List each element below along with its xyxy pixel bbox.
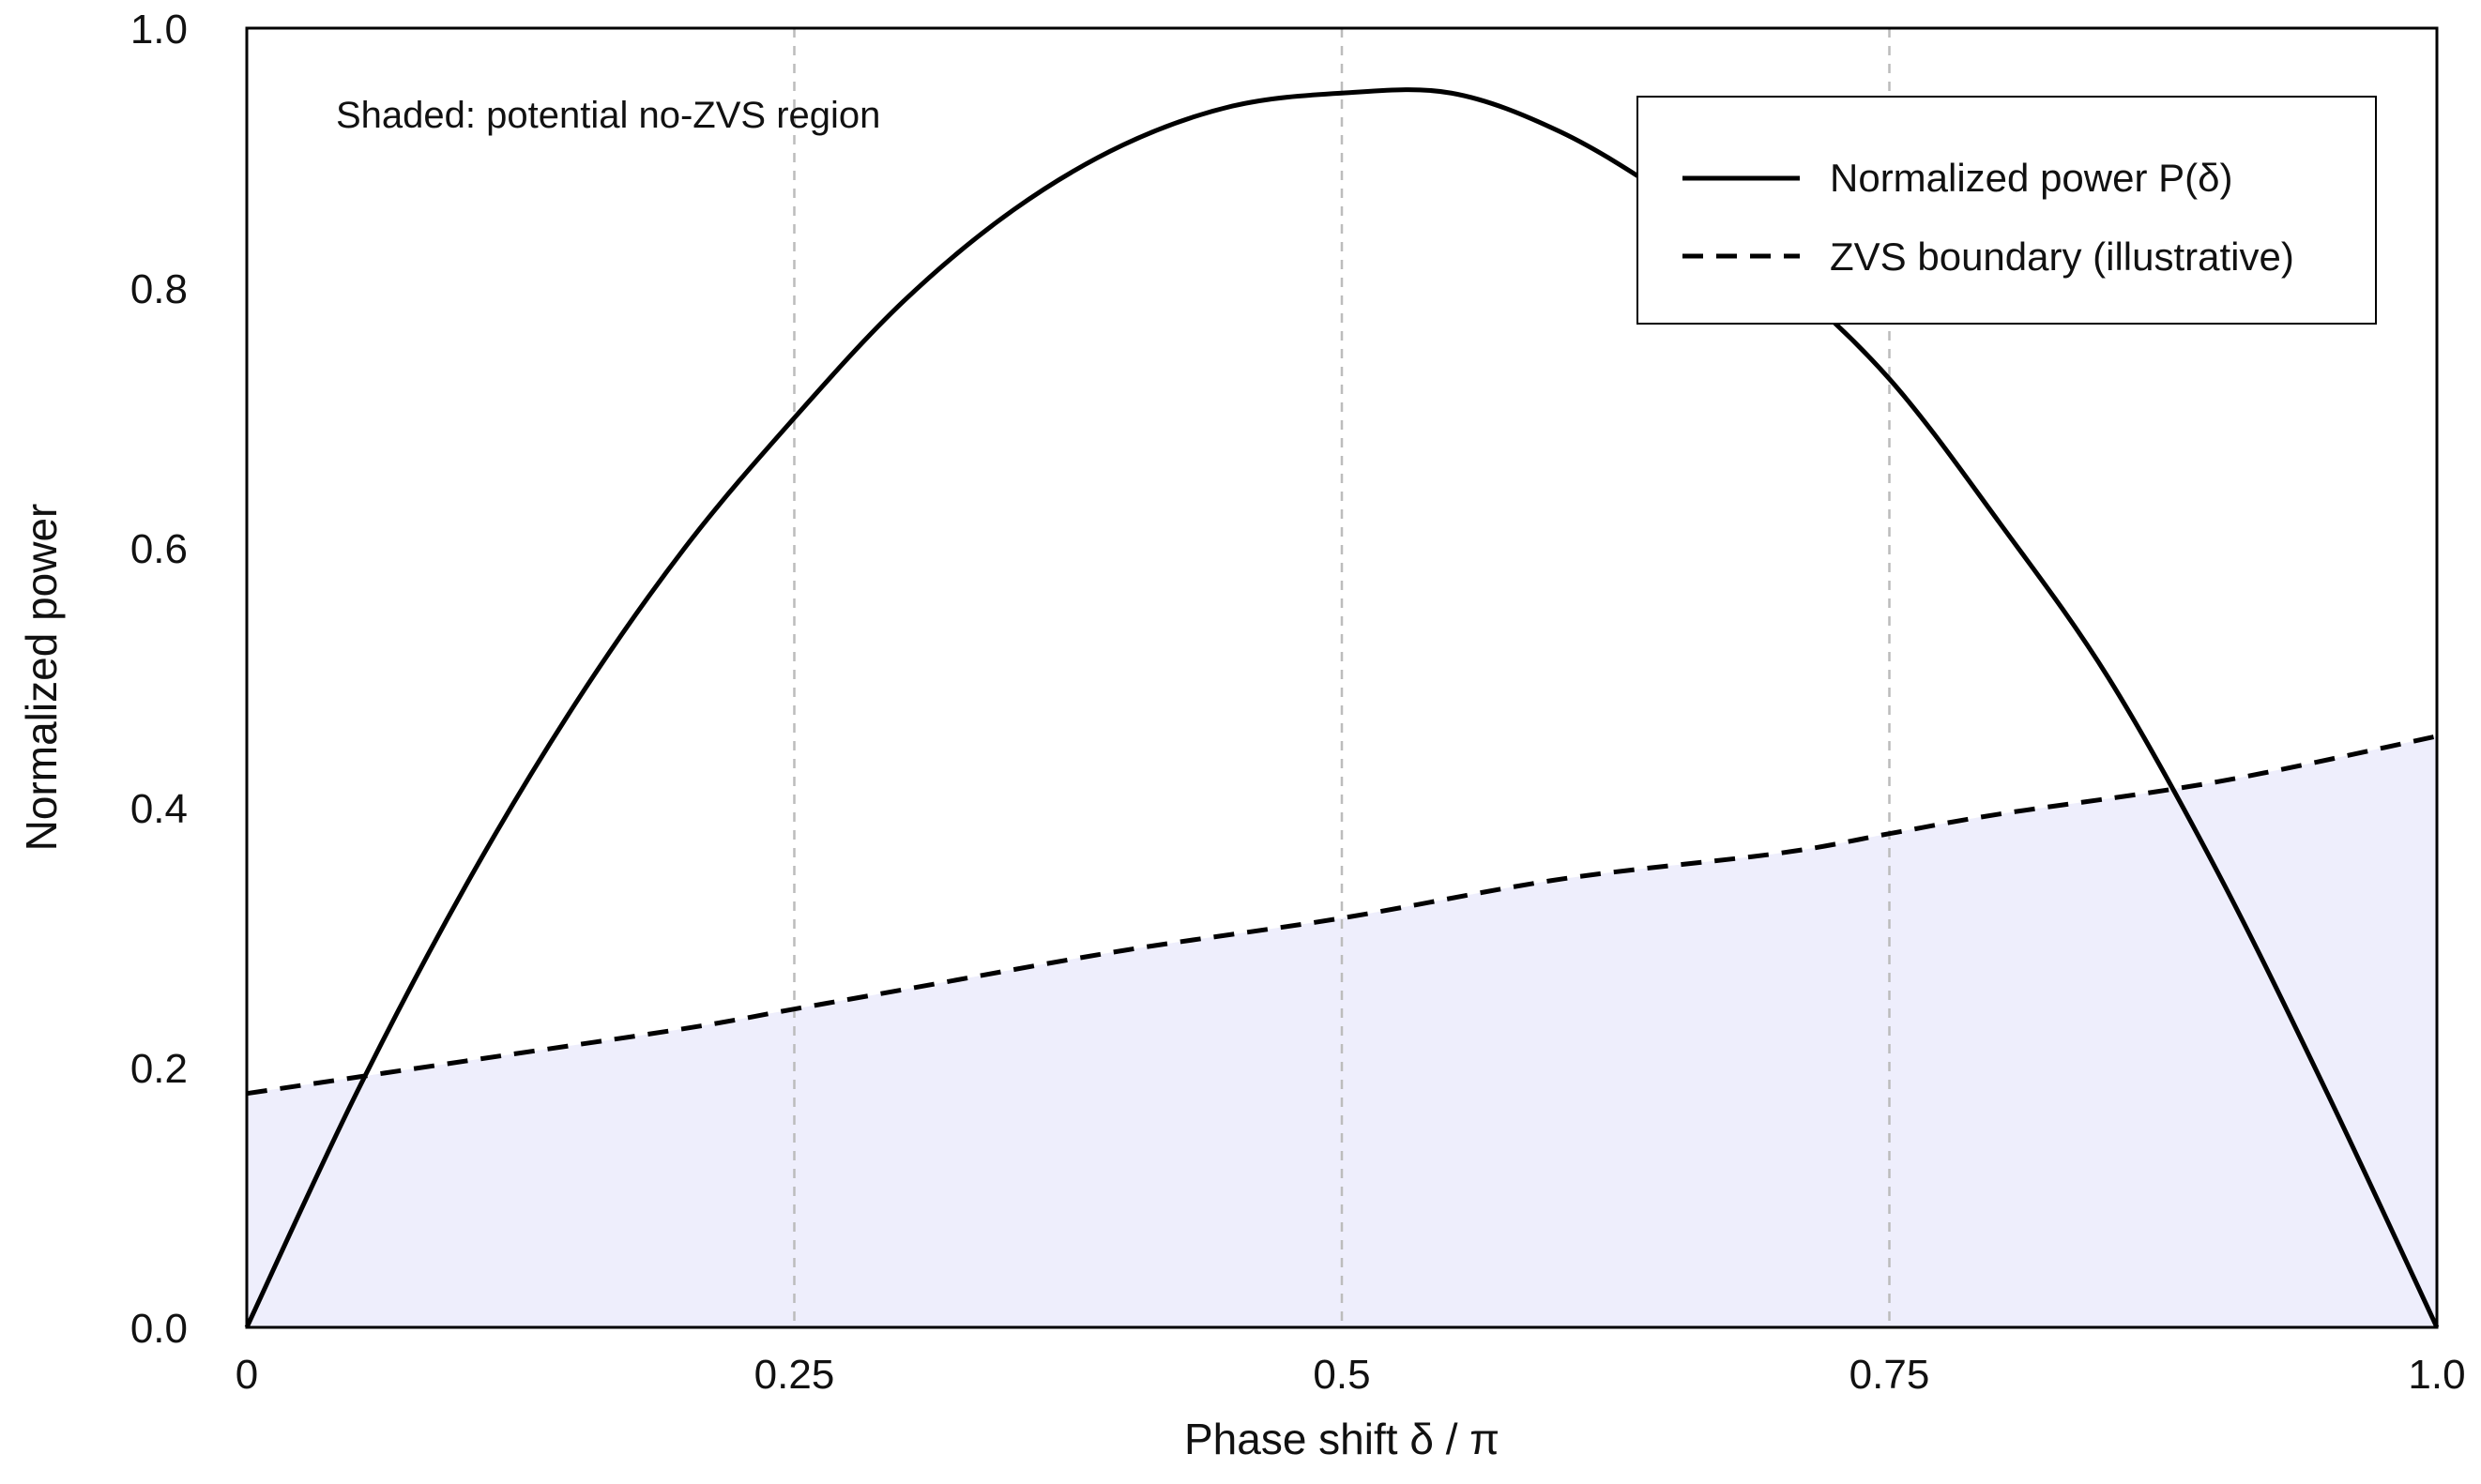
- y-tick-label: 0.6: [130, 526, 188, 572]
- plot-frame: [245, 26, 2439, 1329]
- y-tick-label: 0.8: [130, 266, 188, 312]
- legend-label-power: Normalized power P(δ): [1830, 156, 2233, 200]
- x-tick-label: 0: [236, 1352, 258, 1398]
- y-axis-title: Normalized power: [17, 504, 66, 852]
- x-tick-label: 0.5: [1313, 1352, 1370, 1398]
- legend-label-zvs-boundary: ZVS boundary (illustrative): [1830, 235, 2294, 279]
- x-tick-labels: 0 0.25 0.5 0.75 1.0: [236, 1352, 2466, 1398]
- series-line-normalized-power: [244, 87, 2440, 1329]
- y-tick-labels: 0.0 0.2 0.4 0.6 0.8 1.0: [130, 7, 188, 1352]
- y-tick-label: 0.2: [130, 1046, 188, 1092]
- x-tick-label: 1.0: [2408, 1352, 2465, 1398]
- legend-box: [1636, 96, 2377, 325]
- x-tick-label: 0.25: [754, 1352, 835, 1398]
- y-tick-label: 1.0: [130, 7, 188, 53]
- y-tick-label: 0.0: [130, 1306, 188, 1352]
- shaded-region-annotation: Shaded: potential no-ZVS region: [336, 95, 880, 136]
- series-line-zvs-boundary: [246, 734, 2438, 1097]
- x-tick-label: 0.75: [1849, 1352, 1930, 1398]
- legend: Normalized power P(δ) ZVS boundary (illu…: [1636, 96, 2377, 325]
- x-axis-title: Phase shift δ / π: [1184, 1415, 1499, 1463]
- y-tick-label: 0.4: [130, 786, 188, 832]
- series-layer: [244, 87, 2440, 1329]
